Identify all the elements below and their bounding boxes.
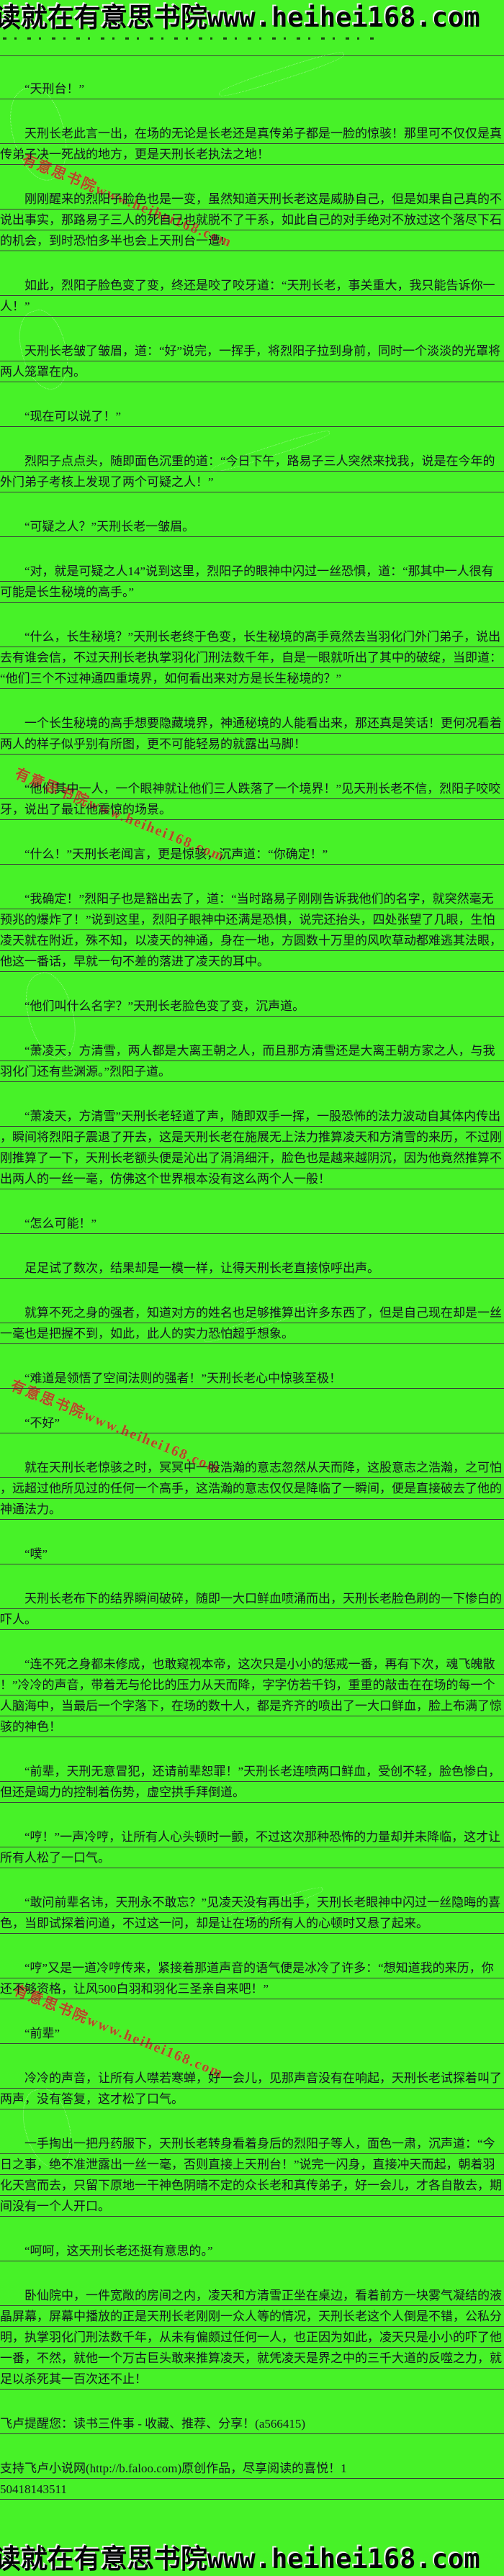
novel-paragraph: “可疑之人？”天刑长老一皱眉。	[0, 516, 504, 537]
novel-paragraph: 天刑长老皱了皱眉，道：“好”说完，一挥手，将烈阳子拉到身前，同时一个淡淡的光罩将…	[0, 341, 504, 382]
novel-paragraph: “哼”又是一道冷哼传来，紧接着那道声音的语气便是冰冷了许多：“想知道我的来历，你…	[0, 1958, 504, 1999]
novel-paragraph: 冷冷的声音，让所有人噤若寒蝉，好一会儿，见那声音没有在响起，天刑长老试探着叫了两…	[0, 2068, 504, 2109]
site-banner-bottom: 读就在有意思书院www.heihei168.com	[0, 2544, 480, 2575]
novel-paragraph: “噗”	[0, 1544, 504, 1564]
footer-note: 飞卢提醒您：读书三件事 - 收藏、推荐、分享！(a566415)	[0, 2413, 504, 2434]
novel-body: “天刑台！” 天刑长老此言一出，在场的无论是长老还是真传弟子都是一脸的惊骇！那里可…	[0, 78, 504, 2523]
novel-paragraph: “难道是领悟了空间法则的强者！”天刑长老心中惊骇至极！	[0, 1368, 504, 1389]
novel-paragraph: “现在可以说了！”	[0, 406, 504, 427]
novel-paragraph: 烈阳子点点头，随即面色沉重的道：“今日下午，路易子三人突然来找我，说是在今年的外…	[0, 451, 504, 492]
novel-paragraph: “呵呵，这天刑长老还挺有意思的。”	[0, 2241, 504, 2261]
novel-paragraph: “前辈，天刑无意冒犯，还请前辈恕罪！”天刑长老连喷两口鲜血，受创不轻，脸色惨白，…	[0, 1761, 504, 1803]
novel-paragraph: “他们其中一人，一个眼神就让他们三人跌落了一个境界！”见天刑长老不信，烈阳子咬咬…	[0, 778, 504, 820]
novel-paragraph: “什么，长生秘境？”天刑长老终于色变，长生秘境的高手竟然去当羽化门外门弟子，说出…	[0, 626, 504, 689]
novel-paragraph: “不好”	[0, 1413, 504, 1433]
novel-paragraph: 足足试了数次，结果却是一模一样，让得天刑长老直接惊呼出声。	[0, 1258, 504, 1279]
novel-paragraph: “他们叫什么名字？”天刑长老脸色变了变，沉声道。	[0, 996, 504, 1017]
header-divider	[0, 55, 504, 56]
novel-paragraph: “敢问前辈名讳，天刑永不敢忘？”见凌天没有再出手，天刑长老眼神中闪过一丝隐晦的喜…	[0, 1892, 504, 1934]
novel-paragraph: 一手掏出一把丹药服下，天刑长老转身看着身后的烈阳子等人，面色一肃，沉声道：“今日…	[0, 2133, 504, 2217]
novel-paragraph: 一个长生秘境的高手想要隐藏境界，神通秘境的人能看出来，那还真是笑话！更何况看着两…	[0, 713, 504, 755]
clipped-text-fragments	[3, 37, 377, 40]
novel-paragraph: 天刑长老此言一出，在场的无论是长老还是真传弟子都是一脸的惊骇！那里可不仅仅是真传…	[0, 123, 504, 165]
footer-note: 支持飞卢小说网(http://b.faloo.com)原创作品，尽享阅读的喜悦！…	[0, 2458, 504, 2500]
novel-paragraph: 天刑长老布下的结界瞬间破碎，随即一大口鲜血喷涌而出，天刑长老脸色刷的一下惨白的吓…	[0, 1588, 504, 1630]
novel-paragraph: 就在天刑长老惊骇之时，冥冥中一股浩瀚的意志忽然从天而降，这股意志之浩瀚，之可怕，…	[0, 1457, 504, 1520]
novel-paragraph: “前辈”	[0, 2023, 504, 2044]
novel-paragraph: “我确定！”烈阳子也是豁出去了，道：“当时路易子刚刚告诉我他们的名字，就突然毫无…	[0, 888, 504, 972]
novel-paragraph: “萧凌天，方清雪，两人都是大离王朝之人，而且那方清雪还是大离王朝方家之人，与我羽…	[0, 1040, 504, 1082]
novel-paragraph: “天刑台！”	[0, 78, 504, 99]
novel-paragraph: 卧仙院中，一件宽敞的房间之内，凌天和方清雪正坐在桌边，看着前方一块雾气凝结的液晶…	[0, 2285, 504, 2390]
novel-paragraph: “怎么可能！”	[0, 1213, 504, 1234]
novel-paragraph: 刚刚醒来的烈阳子脸色也是一变，虽然知道天刑长老这是威胁自己，但是如果自己真的不说…	[0, 189, 504, 251]
novel-paragraph: “连不死之身都未修成，也敢窥视本帝，这次只是小小的惩戒一番，再有下次，魂飞魄散！…	[0, 1654, 504, 1737]
novel-paragraph: “什么！”天刑长老闻言，更是惊骇，沉声道：“你确定！”	[0, 844, 504, 865]
novel-paragraph: “哼！”一声冷哼，让所有人心头顿时一颤，不过这次那种恐怖的力量却并未降临，这才让…	[0, 1827, 504, 1868]
novel-paragraph: “萧凌天，方清雪”天刑长老轻道了声，随即双手一挥，一股恐怖的法力波动自其体内传出…	[0, 1106, 504, 1189]
novel-paragraph: 就算不死之身的强者，知道对方的姓名也足够推算出许多东西了，但是自己现在却是一丝一…	[0, 1302, 504, 1344]
novel-paragraph: “对，就是可疑之人14”说到这里，烈阳子的眼神中闪过一丝恐惧，道：“那其中一人很…	[0, 561, 504, 603]
novel-paragraph: 如此，烈阳子脸色变了变，终还是咬了咬牙道：“天刑长老，事关重大，我只能告诉你一人…	[0, 275, 504, 317]
site-banner-top: 读就在有意思书院www.heihei168.com	[0, 2, 480, 33]
